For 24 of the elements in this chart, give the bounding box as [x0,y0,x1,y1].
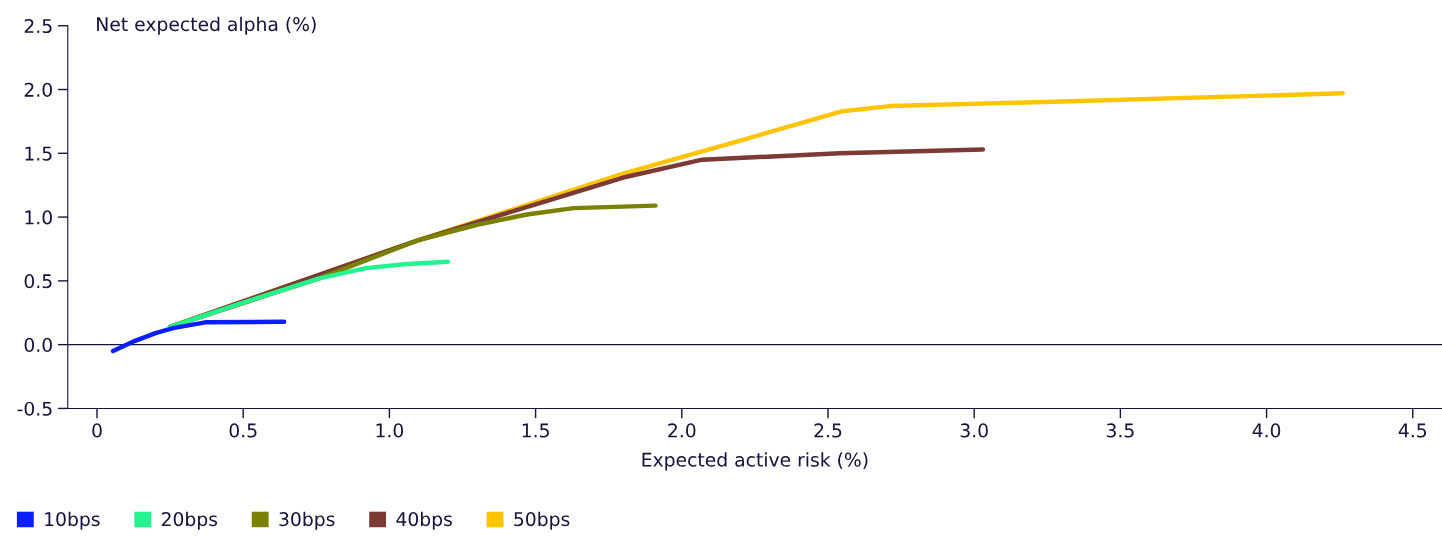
legend-label: 20bps [161,511,218,530]
x-tick-label: 3.0 [960,423,988,438]
y-tick-label: 0.0 [24,337,52,353]
x-axis-title: Expected active risk (%) [642,452,868,471]
x-tick-label: 4.0 [1252,423,1281,438]
x-tick-label: 2.5 [814,423,842,438]
x-tick-label: 1.5 [522,423,549,438]
x-tick-label: 0.5 [229,423,257,438]
y-tick-label: 1.0 [25,210,52,225]
y-tick-label: 2.5 [24,18,52,34]
x-tick-label: 0 [92,423,102,438]
legend-label: 40bps [396,511,452,530]
y-axis-title: Net expected alpha (%) [97,16,316,35]
x-tick-label: 3.5 [1106,423,1134,438]
x-tick-label: 4.5 [1398,423,1427,438]
y-tick-label: 0.5 [24,274,52,289]
y-tick-label: 1.5 [25,146,52,161]
legend-label: 50bps [514,511,570,530]
y-tick-label: 2.0 [24,82,52,97]
legend-label: 10bps [45,511,100,530]
y-tick-label: -0.5 [17,401,52,416]
legend-label: 30bps [279,511,335,530]
x-tick-label: 1.0 [376,423,404,438]
x-tick-label: 2.0 [668,423,696,438]
